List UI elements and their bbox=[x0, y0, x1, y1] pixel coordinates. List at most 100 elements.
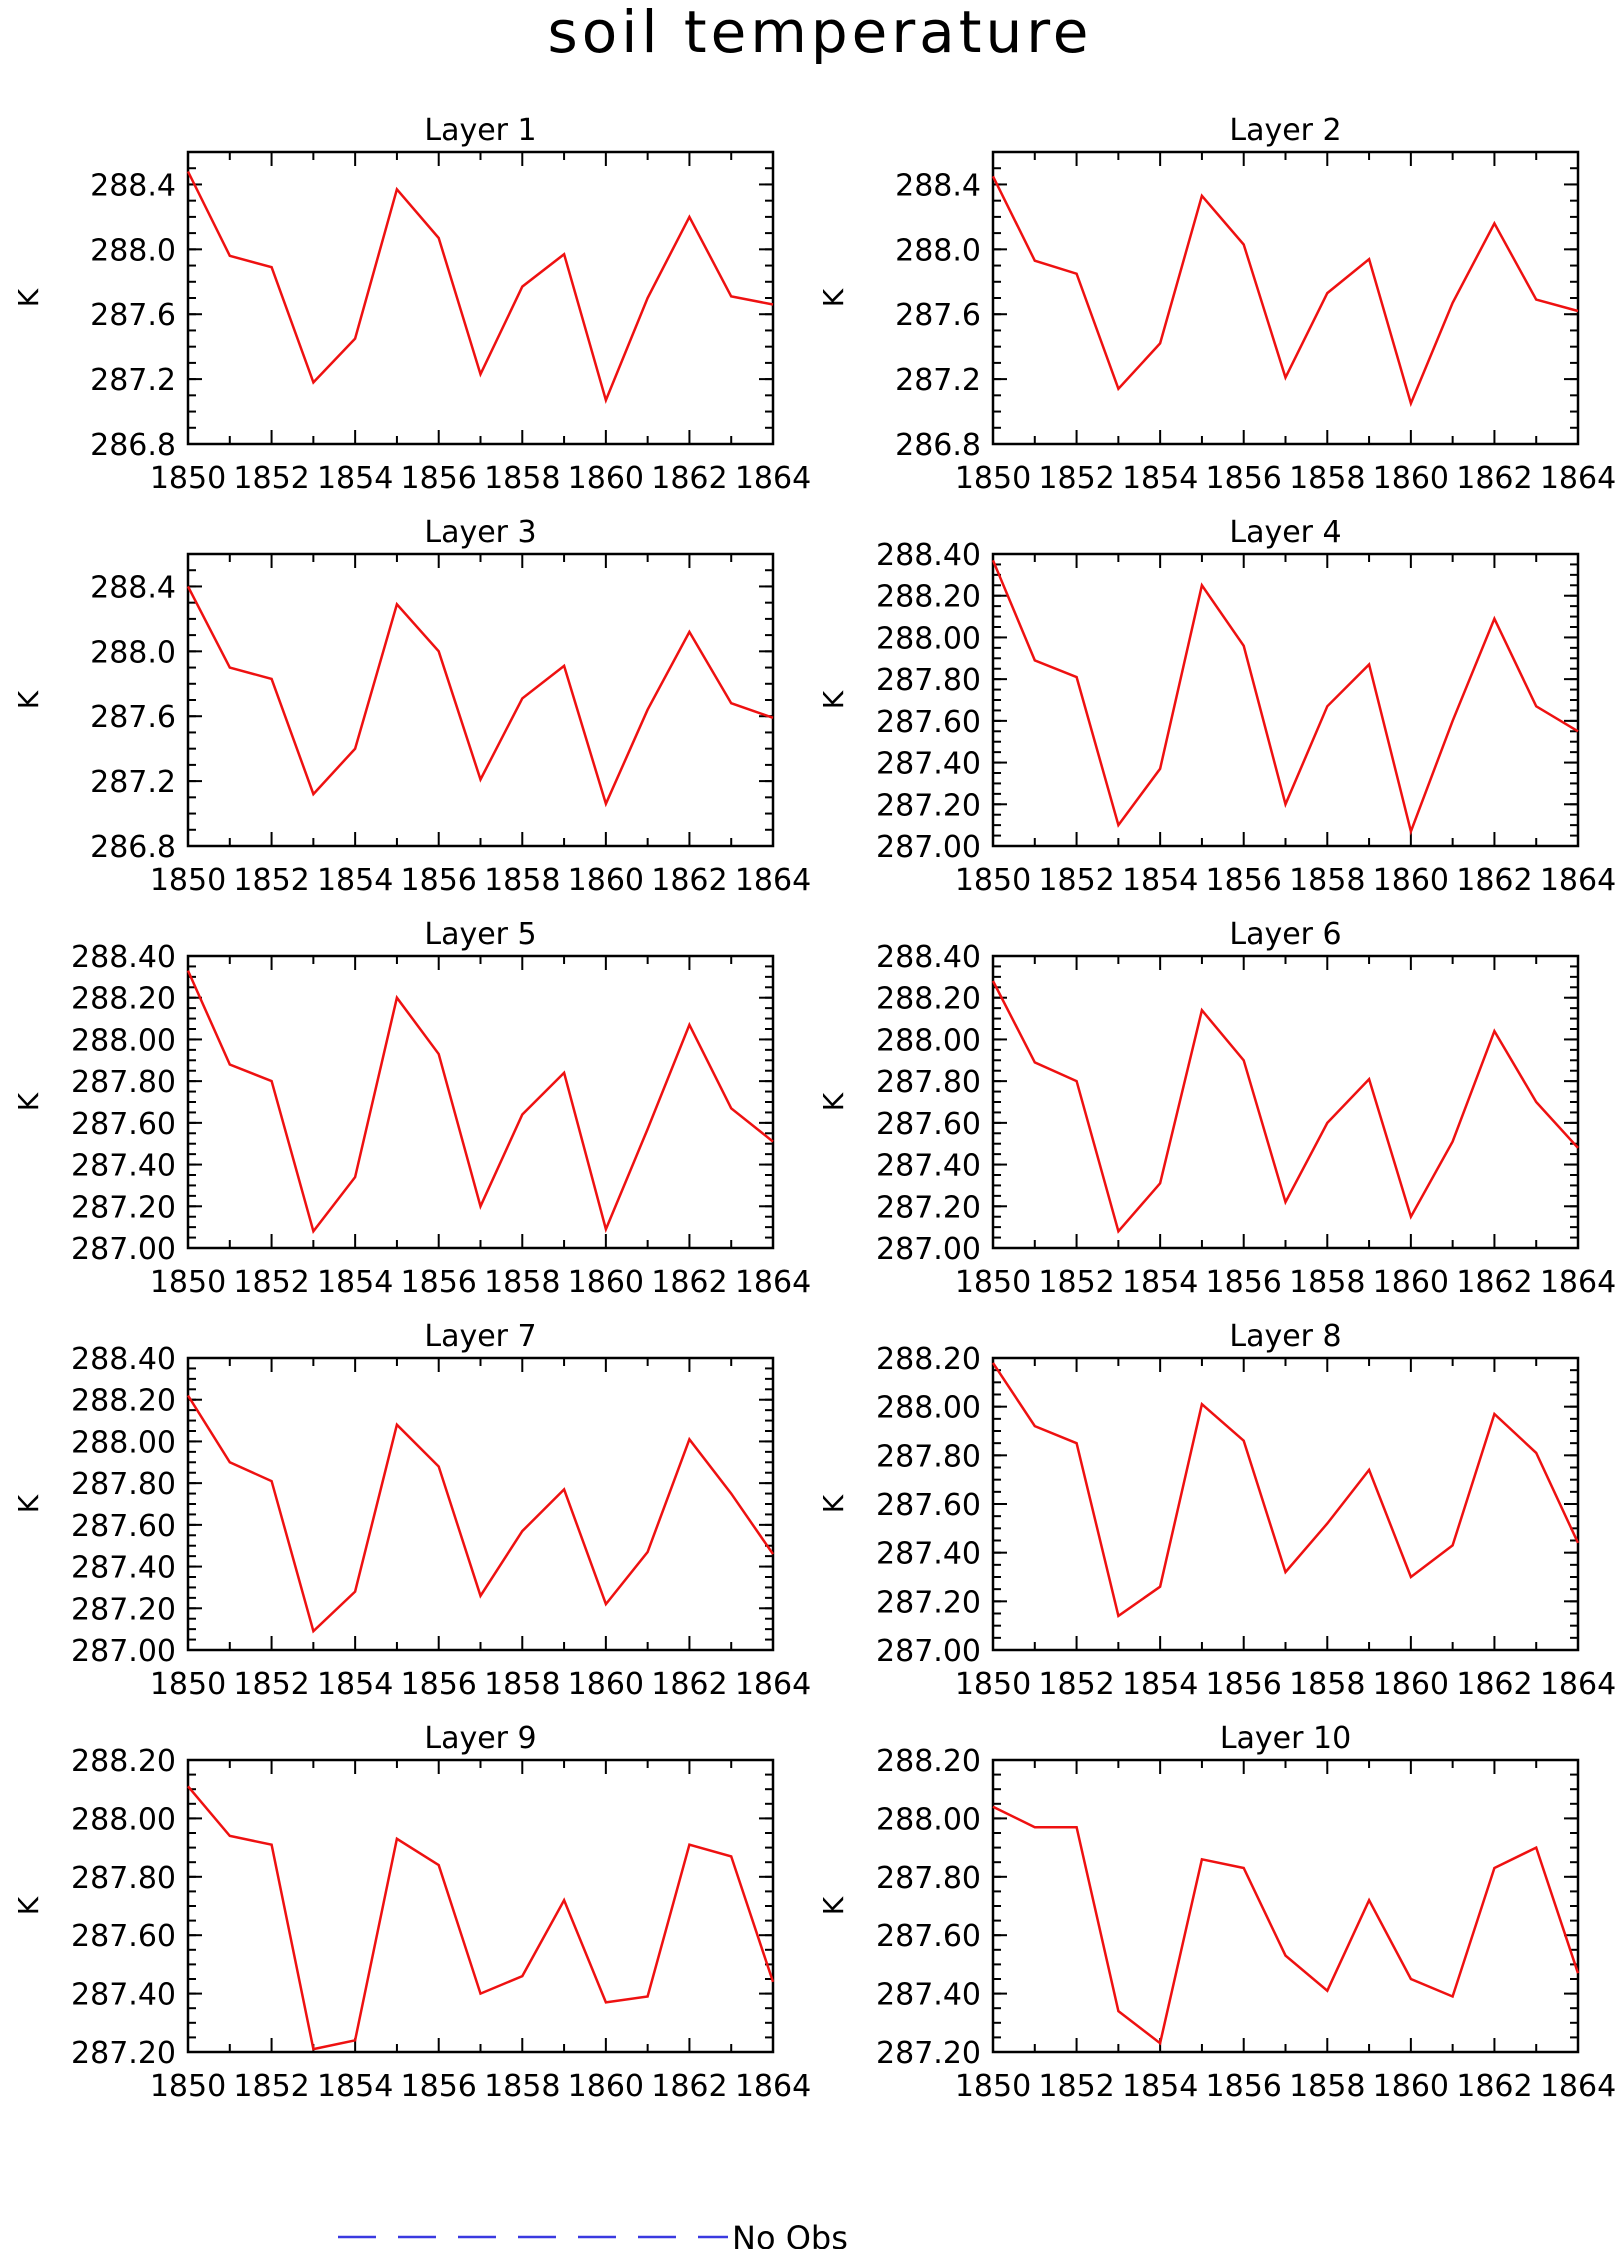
series-line bbox=[992, 1805, 1580, 2046]
y-tick-label: 287.00 bbox=[876, 1232, 981, 1267]
x-tick-label: 1862 bbox=[651, 863, 727, 898]
x-tick-label: 1854 bbox=[317, 1265, 393, 1300]
legend: No Obs bbox=[338, 2219, 848, 2249]
x-tick-label: 1862 bbox=[651, 461, 727, 496]
y-axis-label: K bbox=[12, 690, 45, 709]
y-tick-label: 286.8 bbox=[90, 830, 176, 865]
x-tick-label: 1860 bbox=[1373, 1667, 1449, 1702]
x-tick-label: 1856 bbox=[401, 863, 477, 898]
x-tick-label: 1854 bbox=[317, 1667, 393, 1702]
plot-frame bbox=[991, 1758, 1580, 2054]
x-tick-label: 1864 bbox=[735, 1667, 811, 1702]
x-tick-label: 1860 bbox=[1373, 2069, 1449, 2104]
x-tick-label: 1852 bbox=[233, 2069, 309, 2104]
x-tick-label: 1850 bbox=[150, 1265, 226, 1300]
x-tick-label: 1854 bbox=[1122, 1667, 1198, 1702]
y-tick-label: 288.00 bbox=[71, 1802, 176, 1837]
x-tick-label: 1860 bbox=[1373, 461, 1449, 496]
x-tick-label: 1852 bbox=[1038, 863, 1114, 898]
panel-title: Layer 3 bbox=[424, 515, 536, 550]
x-tick-label: 1864 bbox=[735, 2069, 811, 2104]
y-tick-label: 288.00 bbox=[876, 1391, 981, 1426]
x-tick-label: 1858 bbox=[1289, 461, 1365, 496]
panel-layer-1: Layer 1 K 1850 1852 1854 1856 1858 1860 1862 1864… bbox=[12, 113, 811, 496]
panel-title: Layer 7 bbox=[424, 1319, 536, 1354]
legend-label: No Obs bbox=[732, 2219, 848, 2249]
series-line bbox=[991, 1362, 1580, 1618]
x-tick-label: 1854 bbox=[1122, 1265, 1198, 1300]
x-tick-label: 1854 bbox=[317, 863, 393, 898]
y-tick-label: 287.80 bbox=[71, 1065, 176, 1100]
y-axis-label: K bbox=[817, 1494, 850, 1513]
x-tick-label: 1860 bbox=[568, 2069, 644, 2104]
x-tick-label: 1854 bbox=[1122, 863, 1198, 898]
x-tick-label: 1858 bbox=[484, 461, 560, 496]
y-tick-label: 287.80 bbox=[876, 1439, 981, 1474]
y-tick-label: 287.00 bbox=[71, 1232, 176, 1267]
series-line bbox=[186, 170, 774, 405]
x-tick-label: 1862 bbox=[1456, 1667, 1532, 1702]
x-tick-label: 1856 bbox=[1206, 461, 1282, 496]
y-axis-label: K bbox=[817, 1092, 850, 1111]
plot-frame bbox=[186, 1356, 775, 1652]
panel-layer-7: Layer 7 K 1850 1852 1854 1856 1858 1860 1862 1864… bbox=[12, 1319, 811, 1702]
x-tick-label: 1850 bbox=[150, 2069, 226, 2104]
y-tick-label: 287.60 bbox=[876, 1107, 981, 1142]
x-tick-label: 1852 bbox=[233, 461, 309, 496]
y-tick-label: 287.60 bbox=[876, 1488, 981, 1523]
y-tick-label: 288.20 bbox=[71, 1744, 176, 1779]
plot-frame bbox=[991, 150, 1580, 446]
plot-frame bbox=[186, 954, 775, 1250]
x-tick-label: 1850 bbox=[150, 1667, 226, 1702]
y-axis-label: K bbox=[817, 288, 850, 307]
plot-frame bbox=[991, 552, 1580, 848]
y-tick-label: 287.2 bbox=[895, 363, 981, 398]
x-tick-label: 1864 bbox=[735, 863, 811, 898]
x-tick-label: 1850 bbox=[955, 2069, 1031, 2104]
y-tick-label: 288.20 bbox=[876, 580, 981, 615]
y-tick-label: 287.40 bbox=[71, 1149, 176, 1184]
x-tick-label: 1858 bbox=[1289, 863, 1365, 898]
x-tick-label: 1860 bbox=[568, 1265, 644, 1300]
series-line bbox=[991, 175, 1579, 408]
panel-title: Layer 6 bbox=[1229, 917, 1341, 952]
x-tick-label: 1856 bbox=[401, 1265, 477, 1300]
x-tick-label: 1852 bbox=[1038, 1265, 1114, 1300]
x-tick-label: 1862 bbox=[651, 2069, 727, 2104]
x-tick-label: 1856 bbox=[1206, 1667, 1282, 1702]
x-tick-label: 1860 bbox=[1373, 1265, 1449, 1300]
y-tick-label: 287.60 bbox=[71, 1509, 176, 1544]
y-tick-label: 287.40 bbox=[876, 1537, 981, 1572]
x-tick-label: 1854 bbox=[317, 2069, 393, 2104]
y-axis-label: K bbox=[817, 690, 850, 709]
y-tick-label: 288.4 bbox=[90, 570, 176, 605]
x-tick-label: 1850 bbox=[955, 863, 1031, 898]
y-tick-label: 288.20 bbox=[71, 1384, 176, 1419]
x-tick-label: 1854 bbox=[1122, 461, 1198, 496]
plot-frame bbox=[186, 552, 775, 848]
x-tick-label: 1856 bbox=[1206, 2069, 1282, 2104]
y-tick-label: 288.00 bbox=[71, 1425, 176, 1460]
x-tick-label: 1850 bbox=[955, 461, 1031, 496]
y-tick-label: 288.40 bbox=[876, 940, 981, 975]
y-tick-label: 287.40 bbox=[876, 1978, 981, 2013]
x-tick-label: 1864 bbox=[1540, 1265, 1616, 1300]
x-tick-label: 1864 bbox=[1540, 2069, 1616, 2104]
x-tick-label: 1858 bbox=[484, 1265, 560, 1300]
series-line bbox=[187, 1785, 775, 2051]
x-tick-label: 1854 bbox=[1122, 2069, 1198, 2104]
panel-title: Layer 8 bbox=[1229, 1319, 1341, 1354]
panel-layer-9: Layer 9 K 1850 1852 1854 1856 1858 1860 1862 1864… bbox=[12, 1721, 811, 2104]
x-tick-label: 1862 bbox=[1456, 2069, 1532, 2104]
x-tick-label: 1864 bbox=[1540, 863, 1616, 898]
y-tick-label: 287.80 bbox=[876, 663, 981, 698]
x-tick-label: 1860 bbox=[568, 1667, 644, 1702]
y-tick-label: 287.2 bbox=[90, 363, 176, 398]
panel-layer-2: Layer 2 K 1850 1852 1854 1856 1858 1860 1862 1864… bbox=[817, 113, 1616, 496]
y-tick-label: 288.00 bbox=[876, 1023, 981, 1058]
panel-layer-4: Layer 4 K 1850 1852 1854 1856 1858 1860 1862 1864… bbox=[817, 515, 1616, 898]
y-tick-label: 287.80 bbox=[876, 1065, 981, 1100]
x-tick-label: 1860 bbox=[568, 863, 644, 898]
x-tick-label: 1862 bbox=[1456, 461, 1532, 496]
y-axis-label: K bbox=[817, 1896, 850, 1915]
